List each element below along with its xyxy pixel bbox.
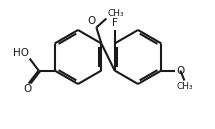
Text: CH₃: CH₃ — [176, 82, 193, 91]
Text: CH₃: CH₃ — [107, 9, 124, 18]
Text: O: O — [23, 84, 32, 95]
Text: O: O — [87, 17, 95, 26]
Text: O: O — [176, 66, 185, 75]
Text: HO: HO — [13, 47, 29, 58]
Text: F: F — [112, 18, 118, 29]
